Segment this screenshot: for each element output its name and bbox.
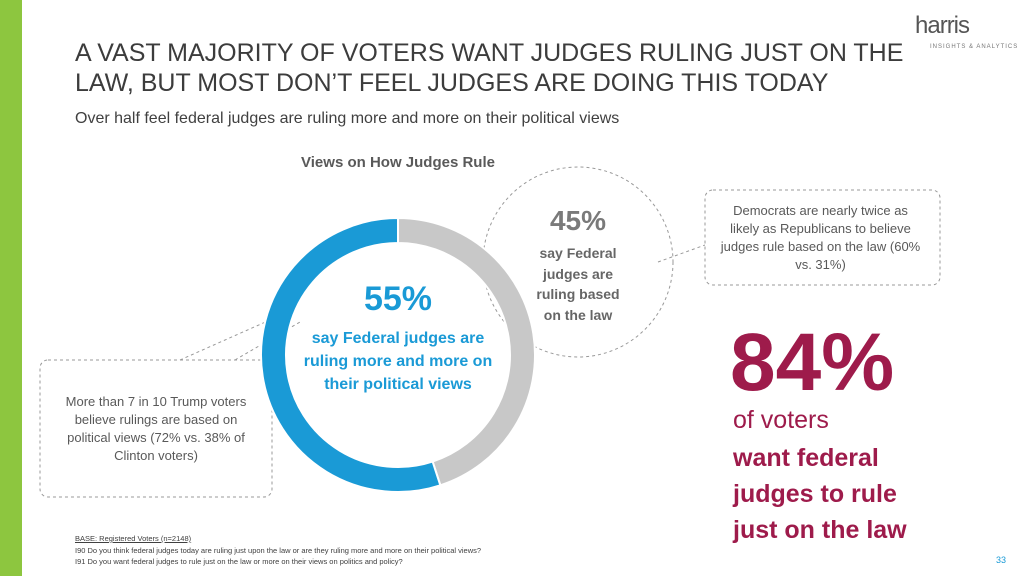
footnote: I90 Do you think federal judges today ar…	[75, 545, 482, 555]
chart-title: Views on How Judges Rule	[301, 154, 495, 171]
callout-box	[704, 189, 941, 286]
callout-box	[39, 359, 273, 498]
callout-circle	[482, 166, 674, 358]
logo-tagline: INSIGHTS & ANALYTICS	[930, 44, 1019, 50]
subtitle: Over half feel federal judges are ruling…	[75, 110, 620, 127]
title: A VAST MAJORITY OF VOTERS WANT JUDGES RU…	[75, 39, 904, 97]
connector	[657, 244, 706, 263]
donut-segment	[260, 216, 442, 493]
footnote: BASE: Registered Voters (n=2148)	[75, 534, 192, 543]
page-number: 33	[996, 555, 1007, 565]
callout-text: Democrats are nearly twice as likely as …	[720, 203, 921, 272]
stat-text: want federal judges to rule just on the …	[733, 444, 907, 544]
footnotes: BASE: Registered Voters (n=2148) I90 Do …	[75, 533, 481, 568]
data-label: 55%	[363, 280, 433, 318]
stat-text: of voters	[733, 406, 829, 434]
logo: harris	[915, 12, 970, 39]
category-label: say Federal judges are ruling more and m…	[303, 330, 493, 393]
footnote: I91 Do you want federal judges to rule j…	[75, 557, 403, 566]
callout-text: More than 7 in 10 Trump voters believe r…	[65, 394, 247, 463]
category-label: say Federal judges are ruling based on t…	[536, 245, 620, 323]
data-label: 45%	[549, 205, 607, 236]
accent-bar	[0, 0, 22, 576]
stat-value: 84%	[730, 317, 895, 408]
